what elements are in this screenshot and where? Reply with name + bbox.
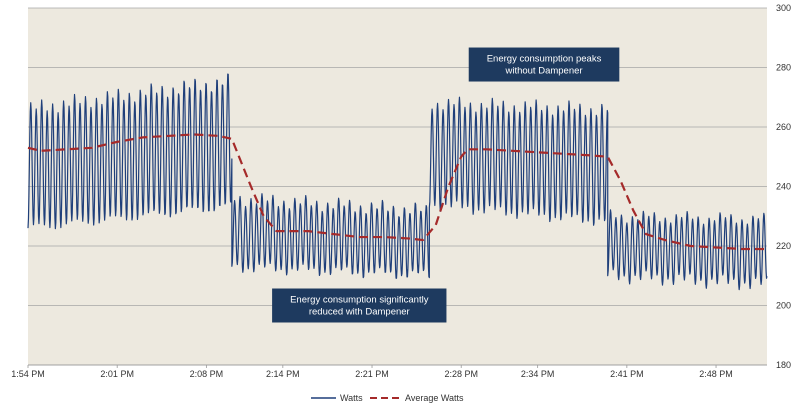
- annotation-box: Energy consumption significantlyreduced …: [272, 288, 447, 323]
- y-tick-label: 280: [776, 63, 791, 73]
- series-line-watts: [27, 73, 768, 291]
- x-tick-label: 2:48 PM: [699, 369, 733, 379]
- y-tick-label: 220: [776, 241, 791, 251]
- x-tick-label: 2:14 PM: [266, 369, 300, 379]
- y-tick-label: 200: [776, 301, 791, 311]
- y-tick-label: 260: [776, 122, 791, 132]
- x-tick-label: 1:54 PM: [11, 369, 45, 379]
- y-tick-label: 300: [776, 3, 791, 13]
- legend-label-watts: Watts: [340, 393, 363, 403]
- annotation-text: reduced with Dampener: [309, 307, 410, 318]
- annotation-text: Energy consumption significantly: [290, 295, 429, 306]
- legend: Watts Average Watts: [311, 393, 464, 403]
- annotation-background: [272, 288, 447, 323]
- x-tick-label: 2:08 PM: [190, 369, 224, 379]
- series-layer: [27, 73, 768, 291]
- legend-label-average-watts: Average Watts: [405, 393, 464, 403]
- series-line-average-watts: [27, 133, 767, 251]
- annotation-text: without Dampener: [504, 66, 582, 77]
- x-tick-label: 2:01 PM: [100, 369, 134, 379]
- annotation-background: [468, 47, 620, 82]
- x-axis-ticks: 1:54 PM 2:01 PM 2:08 PM 2:14 PM 2:21 PM 2:28 …: [11, 364, 767, 379]
- x-tick-label: 2:41 PM: [610, 369, 644, 379]
- y-axis-ticks: 180 200 220 240 260 280 300: [776, 3, 791, 370]
- y-tick-label: 180: [776, 360, 791, 370]
- annotation-text: Energy consumption peaks: [487, 54, 602, 65]
- x-tick-label: 2:21 PM: [355, 369, 389, 379]
- x-tick-label: 2:28 PM: [444, 369, 478, 379]
- x-tick-label: 2:34 PM: [521, 369, 555, 379]
- y-tick-label: 240: [776, 182, 791, 192]
